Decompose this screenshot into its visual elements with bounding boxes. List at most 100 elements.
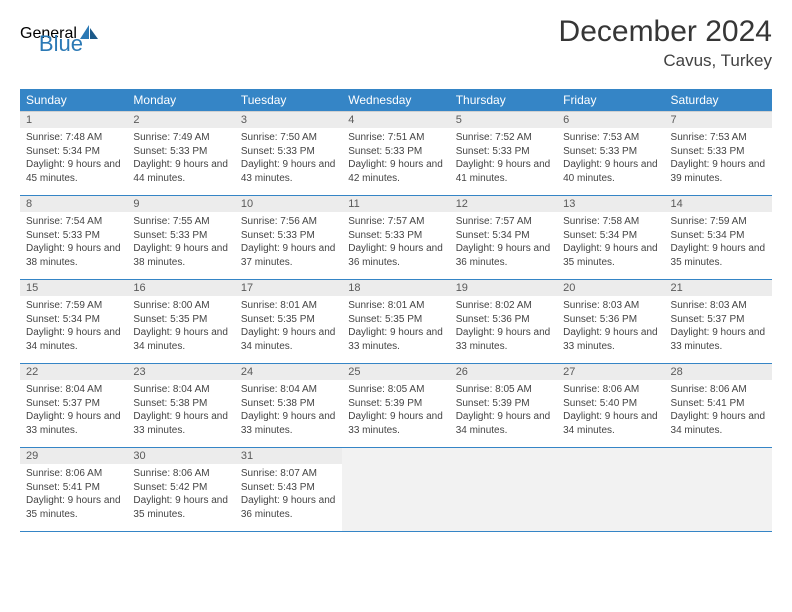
sunset-line: Sunset: 5:35 PM [133, 313, 228, 327]
sunrise-line: Sunrise: 8:03 AM [563, 299, 658, 313]
day-number: 14 [665, 196, 772, 212]
daylight-line: Daylight: 9 hours and 35 minutes. [133, 494, 228, 521]
day-details: Sunrise: 7:54 AMSunset: 5:33 PMDaylight:… [20, 212, 127, 275]
sunrise-line: Sunrise: 8:04 AM [241, 383, 336, 397]
day-number: 2 [127, 112, 234, 128]
sunrise-line: Sunrise: 8:00 AM [133, 299, 228, 313]
day-number: 9 [127, 196, 234, 212]
calendar-day-cell: 27Sunrise: 8:06 AMSunset: 5:40 PMDayligh… [557, 364, 664, 448]
daylight-line: Daylight: 9 hours and 33 minutes. [348, 410, 443, 437]
day-details: Sunrise: 7:48 AMSunset: 5:34 PMDaylight:… [20, 128, 127, 191]
daylight-line: Daylight: 9 hours and 34 minutes. [671, 410, 766, 437]
calendar-day-cell: 18Sunrise: 8:01 AMSunset: 5:35 PMDayligh… [342, 280, 449, 364]
calendar-day-cell: 28Sunrise: 8:06 AMSunset: 5:41 PMDayligh… [665, 364, 772, 448]
sunset-line: Sunset: 5:33 PM [671, 145, 766, 159]
calendar-week-row: 15Sunrise: 7:59 AMSunset: 5:34 PMDayligh… [20, 280, 772, 364]
daylight-line: Daylight: 9 hours and 44 minutes. [133, 158, 228, 185]
sunrise-line: Sunrise: 8:06 AM [563, 383, 658, 397]
calendar-day-cell: 23Sunrise: 8:04 AMSunset: 5:38 PMDayligh… [127, 364, 234, 448]
weekday-header: Thursday [450, 89, 557, 112]
sunrise-line: Sunrise: 7:52 AM [456, 131, 551, 145]
sunset-line: Sunset: 5:41 PM [26, 481, 121, 495]
day-number: 23 [127, 364, 234, 380]
sunrise-line: Sunrise: 7:49 AM [133, 131, 228, 145]
calendar-day-cell: 14Sunrise: 7:59 AMSunset: 5:34 PMDayligh… [665, 196, 772, 280]
calendar-day-cell: 19Sunrise: 8:02 AMSunset: 5:36 PMDayligh… [450, 280, 557, 364]
day-details: Sunrise: 7:57 AMSunset: 5:34 PMDaylight:… [450, 212, 557, 275]
sunrise-line: Sunrise: 8:04 AM [133, 383, 228, 397]
calendar-body: 1Sunrise: 7:48 AMSunset: 5:34 PMDaylight… [20, 112, 772, 532]
day-details: Sunrise: 7:51 AMSunset: 5:33 PMDaylight:… [342, 128, 449, 191]
day-details: Sunrise: 7:52 AMSunset: 5:33 PMDaylight:… [450, 128, 557, 191]
daylight-line: Daylight: 9 hours and 35 minutes. [563, 242, 658, 269]
calendar-day-cell: 22Sunrise: 8:04 AMSunset: 5:37 PMDayligh… [20, 364, 127, 448]
sunset-line: Sunset: 5:33 PM [348, 145, 443, 159]
day-number: 18 [342, 280, 449, 296]
title-area: December 2024 Cavus, Turkey [559, 15, 772, 71]
calendar-week-row: 8Sunrise: 7:54 AMSunset: 5:33 PMDaylight… [20, 196, 772, 280]
sunset-line: Sunset: 5:33 PM [563, 145, 658, 159]
day-details: Sunrise: 7:57 AMSunset: 5:33 PMDaylight:… [342, 212, 449, 275]
sunset-line: Sunset: 5:39 PM [456, 397, 551, 411]
weekday-header: Saturday [665, 89, 772, 112]
daylight-line: Daylight: 9 hours and 33 minutes. [456, 326, 551, 353]
sunrise-line: Sunrise: 7:57 AM [456, 215, 551, 229]
day-number: 16 [127, 280, 234, 296]
day-details: Sunrise: 7:58 AMSunset: 5:34 PMDaylight:… [557, 212, 664, 275]
calendar-week-row: 22Sunrise: 8:04 AMSunset: 5:37 PMDayligh… [20, 364, 772, 448]
calendar-table: SundayMondayTuesdayWednesdayThursdayFrid… [20, 89, 772, 532]
page-title: December 2024 [559, 15, 772, 49]
sunrise-line: Sunrise: 8:06 AM [26, 467, 121, 481]
sunset-line: Sunset: 5:35 PM [348, 313, 443, 327]
day-details: Sunrise: 7:59 AMSunset: 5:34 PMDaylight:… [665, 212, 772, 275]
daylight-line: Daylight: 9 hours and 36 minutes. [241, 494, 336, 521]
daylight-line: Daylight: 9 hours and 37 minutes. [241, 242, 336, 269]
sunset-line: Sunset: 5:33 PM [133, 229, 228, 243]
calendar-day-cell: 24Sunrise: 8:04 AMSunset: 5:38 PMDayligh… [235, 364, 342, 448]
day-details: Sunrise: 8:06 AMSunset: 5:41 PMDaylight:… [665, 380, 772, 443]
calendar-week-row: 1Sunrise: 7:48 AMSunset: 5:34 PMDaylight… [20, 112, 772, 196]
daylight-line: Daylight: 9 hours and 34 minutes. [133, 326, 228, 353]
day-number: 25 [342, 364, 449, 380]
day-number: 20 [557, 280, 664, 296]
calendar-day-cell: 29Sunrise: 8:06 AMSunset: 5:41 PMDayligh… [20, 448, 127, 532]
day-number: 3 [235, 112, 342, 128]
day-number: 12 [450, 196, 557, 212]
sunrise-line: Sunrise: 8:02 AM [456, 299, 551, 313]
logo-text-blue: Blue [39, 31, 83, 56]
sunset-line: Sunset: 5:33 PM [133, 145, 228, 159]
calendar-day-cell: 30Sunrise: 8:06 AMSunset: 5:42 PMDayligh… [127, 448, 234, 532]
sunrise-line: Sunrise: 7:59 AM [671, 215, 766, 229]
calendar-day-cell: 4Sunrise: 7:51 AMSunset: 5:33 PMDaylight… [342, 112, 449, 196]
sunset-line: Sunset: 5:33 PM [348, 229, 443, 243]
daylight-line: Daylight: 9 hours and 38 minutes. [133, 242, 228, 269]
day-details: Sunrise: 8:05 AMSunset: 5:39 PMDaylight:… [342, 380, 449, 443]
calendar-day-cell: 31Sunrise: 8:07 AMSunset: 5:43 PMDayligh… [235, 448, 342, 532]
sunset-line: Sunset: 5:41 PM [671, 397, 766, 411]
calendar-day-cell: 10Sunrise: 7:56 AMSunset: 5:33 PMDayligh… [235, 196, 342, 280]
sunset-line: Sunset: 5:34 PM [456, 229, 551, 243]
weekday-header: Tuesday [235, 89, 342, 112]
sunset-line: Sunset: 5:40 PM [563, 397, 658, 411]
daylight-line: Daylight: 9 hours and 35 minutes. [671, 242, 766, 269]
calendar-day-cell: 9Sunrise: 7:55 AMSunset: 5:33 PMDaylight… [127, 196, 234, 280]
calendar-day-cell: 3Sunrise: 7:50 AMSunset: 5:33 PMDaylight… [235, 112, 342, 196]
day-number: 1 [20, 112, 127, 128]
day-details: Sunrise: 8:04 AMSunset: 5:37 PMDaylight:… [20, 380, 127, 443]
day-number: 5 [450, 112, 557, 128]
daylight-line: Daylight: 9 hours and 43 minutes. [241, 158, 336, 185]
day-details: Sunrise: 8:04 AMSunset: 5:38 PMDaylight:… [235, 380, 342, 443]
daylight-line: Daylight: 9 hours and 45 minutes. [26, 158, 121, 185]
sunset-line: Sunset: 5:34 PM [671, 229, 766, 243]
day-details: Sunrise: 7:50 AMSunset: 5:33 PMDaylight:… [235, 128, 342, 191]
day-details: Sunrise: 8:00 AMSunset: 5:35 PMDaylight:… [127, 296, 234, 359]
sunrise-line: Sunrise: 7:53 AM [671, 131, 766, 145]
calendar-day-cell: 6Sunrise: 7:53 AMSunset: 5:33 PMDaylight… [557, 112, 664, 196]
day-number: 6 [557, 112, 664, 128]
daylight-line: Daylight: 9 hours and 33 minutes. [26, 410, 121, 437]
day-details: Sunrise: 8:02 AMSunset: 5:36 PMDaylight:… [450, 296, 557, 359]
day-details: Sunrise: 8:03 AMSunset: 5:36 PMDaylight:… [557, 296, 664, 359]
calendar-day-cell: 21Sunrise: 8:03 AMSunset: 5:37 PMDayligh… [665, 280, 772, 364]
calendar-day-cell: 25Sunrise: 8:05 AMSunset: 5:39 PMDayligh… [342, 364, 449, 448]
sunrise-line: Sunrise: 8:01 AM [348, 299, 443, 313]
